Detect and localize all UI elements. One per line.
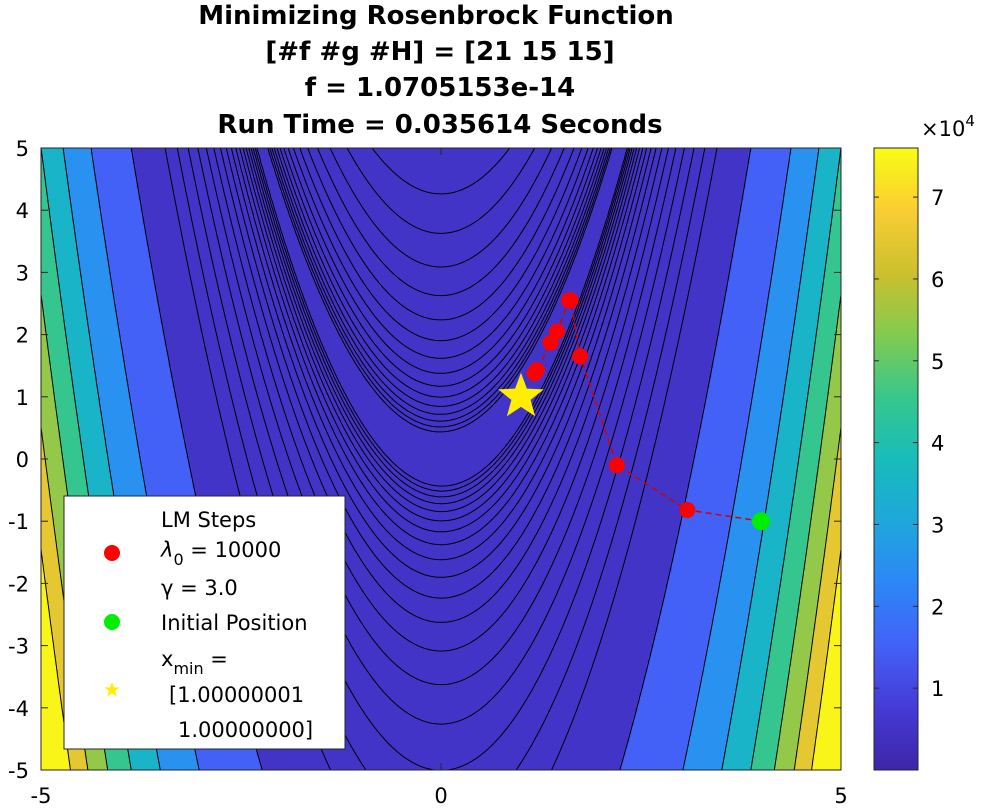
legend-lm-steps-label: LM Steps	[161, 508, 256, 532]
legend-initial-position-marker	[104, 614, 120, 630]
axis-ticks: -5 0 5 5 4 3 2 1 0 -1 -2 -3 -4 -5	[8, 137, 848, 808]
legend-gamma-label: γ = 3.0	[161, 576, 238, 600]
colorbar-tick-label: 6	[931, 268, 944, 292]
contour-lines	[41, 148, 841, 770]
y-tick-label: 4	[16, 199, 29, 223]
contour-line	[254, 148, 630, 492]
lm-step-point	[561, 292, 577, 309]
initial-position-point	[752, 512, 770, 531]
contour-line	[239, 148, 644, 546]
y-tick-label: -5	[8, 759, 29, 783]
contour-line	[245, 148, 638, 522]
contour-line	[256, 148, 628, 487]
y-tick-label: 5	[16, 137, 29, 161]
legend-lambda-label: λ0 = 10000	[160, 538, 281, 569]
chart-title: Minimizing Rosenbrock Function [#f #g #H…	[198, 1, 674, 140]
y-tick-label: 2	[16, 324, 29, 348]
colorbar-tick-label: 2	[931, 595, 944, 619]
title-line-4: Run Time = 0.035614 Seconds	[217, 110, 662, 140]
colorbar-multiplier-base: ×10	[921, 117, 965, 141]
colorbar-gradient	[874, 148, 918, 770]
y-tick-label: -3	[8, 635, 29, 659]
colorbar-frame	[873, 147, 919, 771]
contour-line	[235, 148, 648, 561]
lm-step-point	[542, 334, 559, 351]
x-tick-label: -5	[31, 784, 52, 808]
colorbar-multiplier-exponent: 4	[965, 112, 975, 130]
lambda-symbol: λ	[160, 538, 173, 562]
contour-line	[225, 148, 657, 599]
xmin-symbol: x	[161, 647, 173, 671]
legend: LM Steps λ0 = 10000 γ = 3.0 Initial Posi…	[63, 495, 346, 750]
title-line-3: f = 1.0705153e-14	[305, 73, 575, 103]
lm-step-point	[679, 502, 696, 518]
colorbar-tick-label: 3	[931, 513, 944, 537]
contour-line	[250, 148, 633, 505]
colorbar-ticks: 1 2 3 4 5 6 7	[874, 186, 944, 701]
lambda-subscript: 0	[173, 550, 183, 569]
x-tick-label: 0	[434, 784, 447, 808]
contour-line	[230, 148, 652, 578]
lm-path	[498, 292, 770, 531]
y-tick-label: 3	[16, 261, 29, 285]
colorbar-tick-label: 7	[931, 186, 944, 210]
contour-line	[62, 148, 820, 770]
colorbar-tick-label: 1	[931, 677, 944, 701]
y-tick-label: 0	[16, 448, 29, 472]
xmin-subscript: min	[173, 659, 203, 678]
y-tick-label: -2	[8, 572, 29, 596]
legend-xmin-value-1: [1.00000001	[169, 683, 304, 707]
legend-xmin-value-2: 1.00000000]	[178, 718, 313, 742]
xmin-equals: =	[204, 647, 228, 671]
lm-step-point	[526, 365, 543, 382]
colorbar-tick-label: 5	[931, 350, 944, 374]
title-line-1: Minimizing Rosenbrock Function	[198, 1, 674, 31]
legend-initial-position-label: Initial Position	[161, 611, 308, 635]
legend-lm-steps-marker	[104, 545, 120, 561]
colorbar-tick-label: 4	[931, 432, 944, 456]
x-tick-label: 5	[834, 784, 847, 808]
legend-xmin-label: xmin =	[161, 647, 228, 678]
title-line-2: [#f #g #H] = [21 15 15]	[265, 37, 614, 67]
minimum-star	[498, 372, 544, 417]
y-tick-label: -4	[8, 697, 29, 721]
colorbar-multiplier: ×104	[921, 112, 975, 141]
lm-step-point	[572, 348, 589, 365]
legend-xmin-star-marker	[104, 682, 120, 697]
contour-line	[248, 148, 635, 513]
contour-line	[252, 148, 631, 498]
contour-line	[242, 148, 641, 533]
y-tick-label: -1	[8, 510, 29, 534]
lm-step-point	[609, 457, 625, 474]
lambda-value: = 10000	[184, 538, 282, 562]
y-tick-label: 1	[16, 386, 29, 410]
